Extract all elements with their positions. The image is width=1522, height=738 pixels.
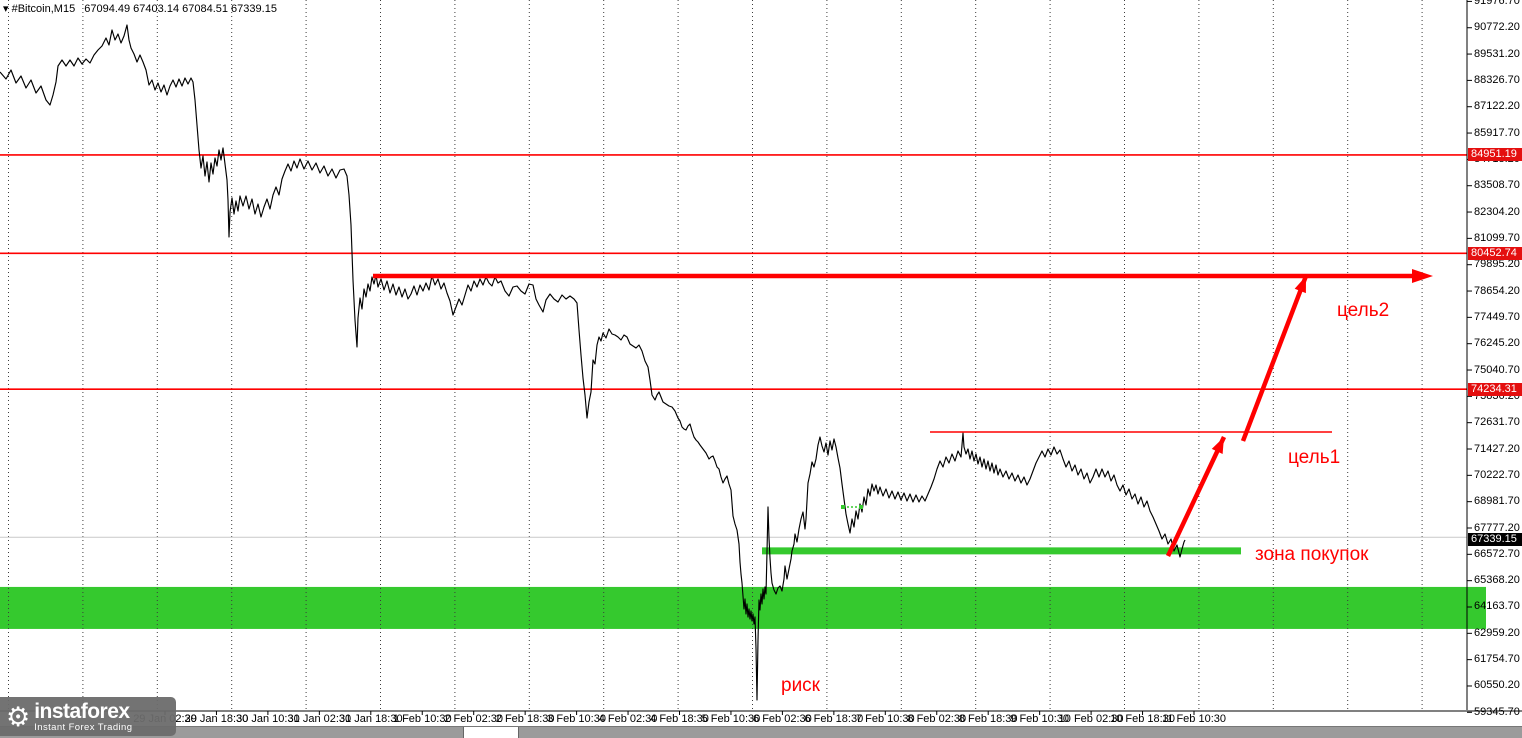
chart-title: ▾ #Bitcoin,M15 67094.49 67403.14 67084.5… [3, 2, 277, 15]
horizontal-scrollbar[interactable] [0, 726, 1522, 738]
symbol-dropdown-icon[interactable]: ▾ [3, 3, 9, 15]
projection-arrowhead-icon [1211, 437, 1224, 455]
object-anchor-handle [859, 505, 863, 509]
projection-arrowhead-icon [1294, 276, 1306, 294]
watermark-tagline: Instant Forex Trading [34, 721, 133, 733]
ohlc-values: 67094.49 67403.14 67084.51 67339.15 [84, 3, 277, 15]
target2-arrowhead-icon [1412, 268, 1433, 283]
price-trace [0, 24, 1186, 701]
object-anchor-handle [841, 505, 845, 509]
gear-icon: ⚙ [6, 701, 31, 732]
watermark-brand: instaforex [34, 699, 130, 723]
scrollbar-thumb[interactable] [463, 727, 519, 738]
symbol-period-label: #Bitcoin,M15 [11, 3, 76, 15]
instaforex-watermark: ⚙ instaforex Instant Forex Trading [0, 697, 176, 736]
projection-arrow-1 [1165, 436, 1227, 557]
projection-arrow-2 [1240, 275, 1309, 442]
